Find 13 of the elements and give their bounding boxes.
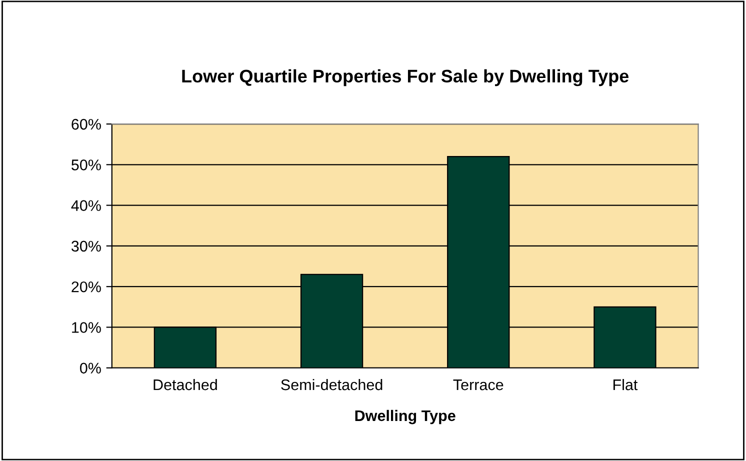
y-tick-label: 60% (72, 118, 101, 130)
x-tick-label: Terrace (453, 380, 504, 390)
y-tick-label: 20% (72, 281, 101, 292)
y-tick-label: 50% (72, 160, 101, 170)
chart-title: Lower Quartile Properties For Sale by Dwelling Type (182, 69, 629, 86)
x-tick-label: Semi-detached (281, 378, 382, 390)
y-tick-label: 0% (80, 362, 101, 374)
y-tick-label: 40% (71, 200, 101, 211)
y-tick-label: 10% (72, 322, 101, 333)
y-tick-label: 30% (71, 240, 101, 252)
x-axis-title: Dwelling Type (355, 410, 456, 424)
x-tick-label: Detached (154, 378, 217, 390)
x-tick-label: Flat (613, 378, 638, 390)
